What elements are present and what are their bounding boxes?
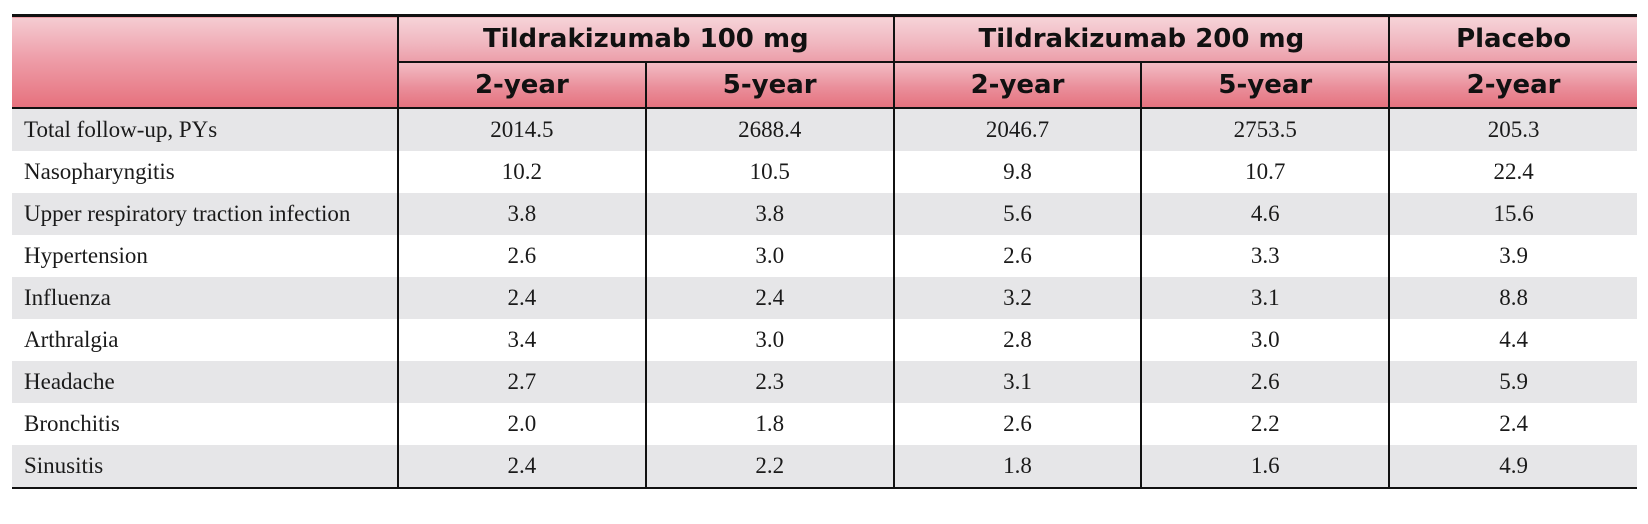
header-period-cell: 5-year [1140,62,1390,108]
data-cell: 9.8 [892,151,1142,193]
data-cell: 3.9 [1388,235,1637,277]
row-label: Upper respiratory traction infection [12,193,398,235]
data-cell: 2.7 [397,361,646,403]
data-cell: 4.9 [1388,445,1637,488]
table-row: Nasopharyngitis 10.2 10.5 9.8 10.7 22.4 [12,151,1637,193]
data-cell: 2.8 [892,319,1142,361]
row-label: Total follow-up, PYs [12,107,398,151]
data-cell: 2.4 [397,445,646,488]
row-label: Nasopharyngitis [12,151,398,193]
data-cell: 2.3 [644,361,894,403]
data-cell: 2.6 [1140,361,1390,403]
data-cell: 2.4 [644,277,894,319]
data-cell: 4.4 [1388,319,1637,361]
data-cell: 3.8 [397,193,646,235]
data-cell: 2.2 [1140,403,1390,445]
data-cell: 22.4 [1388,151,1637,193]
data-cell: 3.1 [1140,277,1390,319]
header-group-tildrakizumab-200: Tildrakizumab 200 mg [892,15,1390,63]
data-cell: 1.8 [892,445,1142,488]
data-cell: 3.3 [1140,235,1390,277]
table-row: Sinusitis 2.4 2.2 1.8 1.6 4.9 [12,445,1637,488]
data-cell: 5.6 [892,193,1142,235]
data-cell: 3.1 [892,361,1142,403]
header-period-cell: 5-year [644,62,894,108]
header-corner-cell [12,15,398,108]
header-group-tildrakizumab-100: Tildrakizumab 100 mg [397,15,894,63]
table-row: Headache 2.7 2.3 3.1 2.6 5.9 [12,361,1637,403]
data-cell: 3.0 [1140,319,1390,361]
data-cell: 3.8 [644,193,894,235]
data-cell: 3.2 [892,277,1142,319]
table-row: Upper respiratory traction infection 3.8… [12,193,1637,235]
data-cell: 5.9 [1388,361,1637,403]
data-cell: 3.0 [644,319,894,361]
data-cell: 8.8 [1388,277,1637,319]
header-row-periods: 2-year 5-year 2-year 5-year 2-year [12,62,1637,108]
data-cell: 3.4 [397,319,646,361]
row-label: Hypertension [12,235,398,277]
data-cell: 2688.4 [644,107,894,151]
data-cell: 10.5 [644,151,894,193]
data-cell: 2.6 [892,403,1142,445]
table-row: Influenza 2.4 2.4 3.2 3.1 8.8 [12,277,1637,319]
header-period-cell: 2-year [1388,62,1637,108]
data-cell: 2.6 [892,235,1142,277]
header-row-groups: Tildrakizumab 100 mg Tildrakizumab 200 m… [12,15,1637,108]
table-row: Total follow-up, PYs 2014.5 2688.4 2046.… [12,107,1637,151]
data-cell: 2.4 [397,277,646,319]
data-cell: 205.3 [1388,107,1637,151]
data-cell: 2.0 [397,403,646,445]
row-label: Influenza [12,277,398,319]
data-cell: 2.4 [1388,403,1637,445]
data-cell: 15.6 [1388,193,1637,235]
table-body: Total follow-up, PYs 2014.5 2688.4 2046.… [12,107,1637,488]
header-group-placebo: Placebo [1388,15,1637,63]
header-period-cell: 2-year [892,62,1142,108]
row-label: Arthralgia [12,319,398,361]
data-cell: 2753.5 [1140,107,1390,151]
data-cell: 1.6 [1140,445,1390,488]
data-cell: 1.8 [644,403,894,445]
data-cell: 10.7 [1140,151,1390,193]
header-period-cell: 2-year [397,62,646,108]
table-row: Hypertension 2.6 3.0 2.6 3.3 3.9 [12,235,1637,277]
row-label: Sinusitis [12,445,398,488]
table-row: Arthralgia 3.4 3.0 2.8 3.0 4.4 [12,319,1637,361]
data-cell: 2.2 [644,445,894,488]
data-cell: 2.6 [397,235,646,277]
data-cell: 2046.7 [892,107,1142,151]
row-label: Bronchitis [12,403,398,445]
adverse-events-table-container: Tildrakizumab 100 mg Tildrakizumab 200 m… [12,14,1637,489]
data-cell: 10.2 [397,151,646,193]
row-label: Headache [12,361,398,403]
table-row: Bronchitis 2.0 1.8 2.6 2.2 2.4 [12,403,1637,445]
data-cell: 4.6 [1140,193,1390,235]
data-cell: 3.0 [644,235,894,277]
data-cell: 2014.5 [397,107,646,151]
adverse-events-table: Tildrakizumab 100 mg Tildrakizumab 200 m… [12,14,1637,489]
